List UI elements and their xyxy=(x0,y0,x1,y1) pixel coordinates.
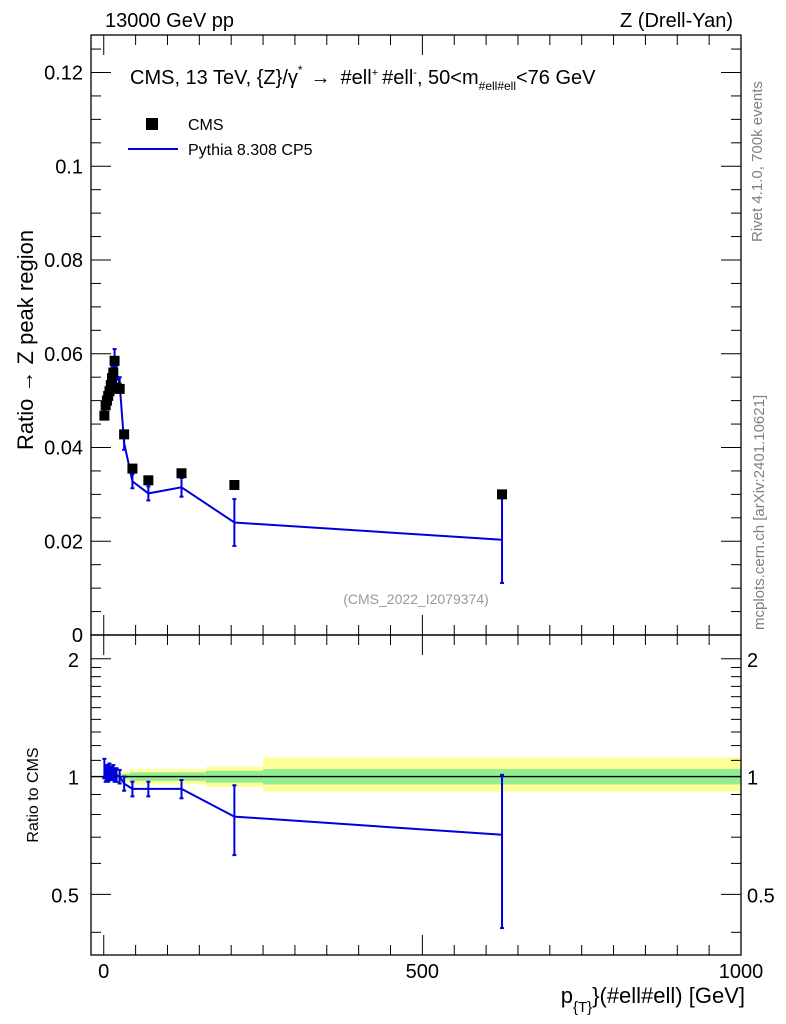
main-y-axis-label: Ratio → Z peak region xyxy=(13,230,38,450)
cms-data-point xyxy=(229,480,240,490)
main-y-tick-label: 0.12 xyxy=(44,63,83,85)
x-tick-label: 1000 xyxy=(719,961,764,983)
main-y-tick-label: 0.08 xyxy=(44,250,83,272)
main-legend: CMS Pythia 8.308 CP5 xyxy=(128,117,313,159)
rivet-version-label: Rivet 4.1.0, 700k events xyxy=(749,81,766,242)
ratio-y-tick-label: 0.5 xyxy=(51,885,79,907)
main-y-tick-label: 0.04 xyxy=(44,438,83,460)
ratio-y-tick-label-right: 2 xyxy=(747,650,758,672)
ratio-y-tick-label: 2 xyxy=(68,650,79,672)
ratio-panel-frame xyxy=(90,634,742,956)
mcplots-source-label: mcplots.cern.ch [arXiv:2401.10621] xyxy=(751,395,768,630)
ratio-y-tick-label-right: 1 xyxy=(747,768,758,790)
legend-cms-marker xyxy=(146,118,158,130)
main-y-tick-label: 0.06 xyxy=(44,344,83,366)
x-axis-label: p{T}}(#ell#ell) [GeV] xyxy=(561,983,745,1016)
ratio-y-tick-label-right: 0.5 xyxy=(747,885,775,907)
ratio-panel-series xyxy=(102,757,505,930)
main-panel-series xyxy=(99,348,508,584)
legend-cms-label: CMS xyxy=(188,117,224,134)
cms-data-point xyxy=(99,410,110,421)
ratio-panel-ticks: 0.5 0.5 1 1 2 2 0 500 1000 xyxy=(51,635,775,983)
cms-data-point xyxy=(176,468,187,479)
ratio-y-axis-label: Ratio to CMS xyxy=(25,747,42,842)
ratio-panel: 0.5 0.5 1 1 2 2 0 500 1000 xyxy=(51,634,775,983)
cms-data-point xyxy=(105,380,116,391)
analysis-watermark: (CMS_2022_I2079374) xyxy=(343,591,489,607)
header-left-label: 13000 GeV pp xyxy=(105,10,234,32)
cms-data-point xyxy=(107,373,118,384)
main-panel-ticks: 0 0.02 0.04 0.06 0.08 0.1 0.12 xyxy=(44,35,742,647)
cms-data-point xyxy=(109,355,120,366)
ratio-y-tick-label: 1 xyxy=(68,768,79,790)
cms-data-point xyxy=(119,429,130,440)
x-tick-label: 0 xyxy=(98,961,109,983)
main-y-tick-label: 0 xyxy=(72,625,83,647)
cms-data-point xyxy=(104,386,115,397)
cms-data-point xyxy=(108,367,119,378)
legend-pythia-label: Pythia 8.308 CP5 xyxy=(188,142,313,159)
cms-data-point xyxy=(143,475,154,486)
main-chart-title: CMS, 13 TeV, {Z}/γ* → #ell+ #ell-, 50<m#ell… xyxy=(130,63,596,93)
cms-data-point xyxy=(127,463,138,474)
main-y-tick-label: 0.02 xyxy=(44,531,83,553)
cms-data-point xyxy=(114,383,125,394)
cms-data-point xyxy=(497,489,508,500)
x-tick-label: 500 xyxy=(406,961,439,983)
main-y-tick-label: 0.1 xyxy=(55,156,83,178)
header-right-label: Z (Drell-Yan) xyxy=(620,10,733,32)
